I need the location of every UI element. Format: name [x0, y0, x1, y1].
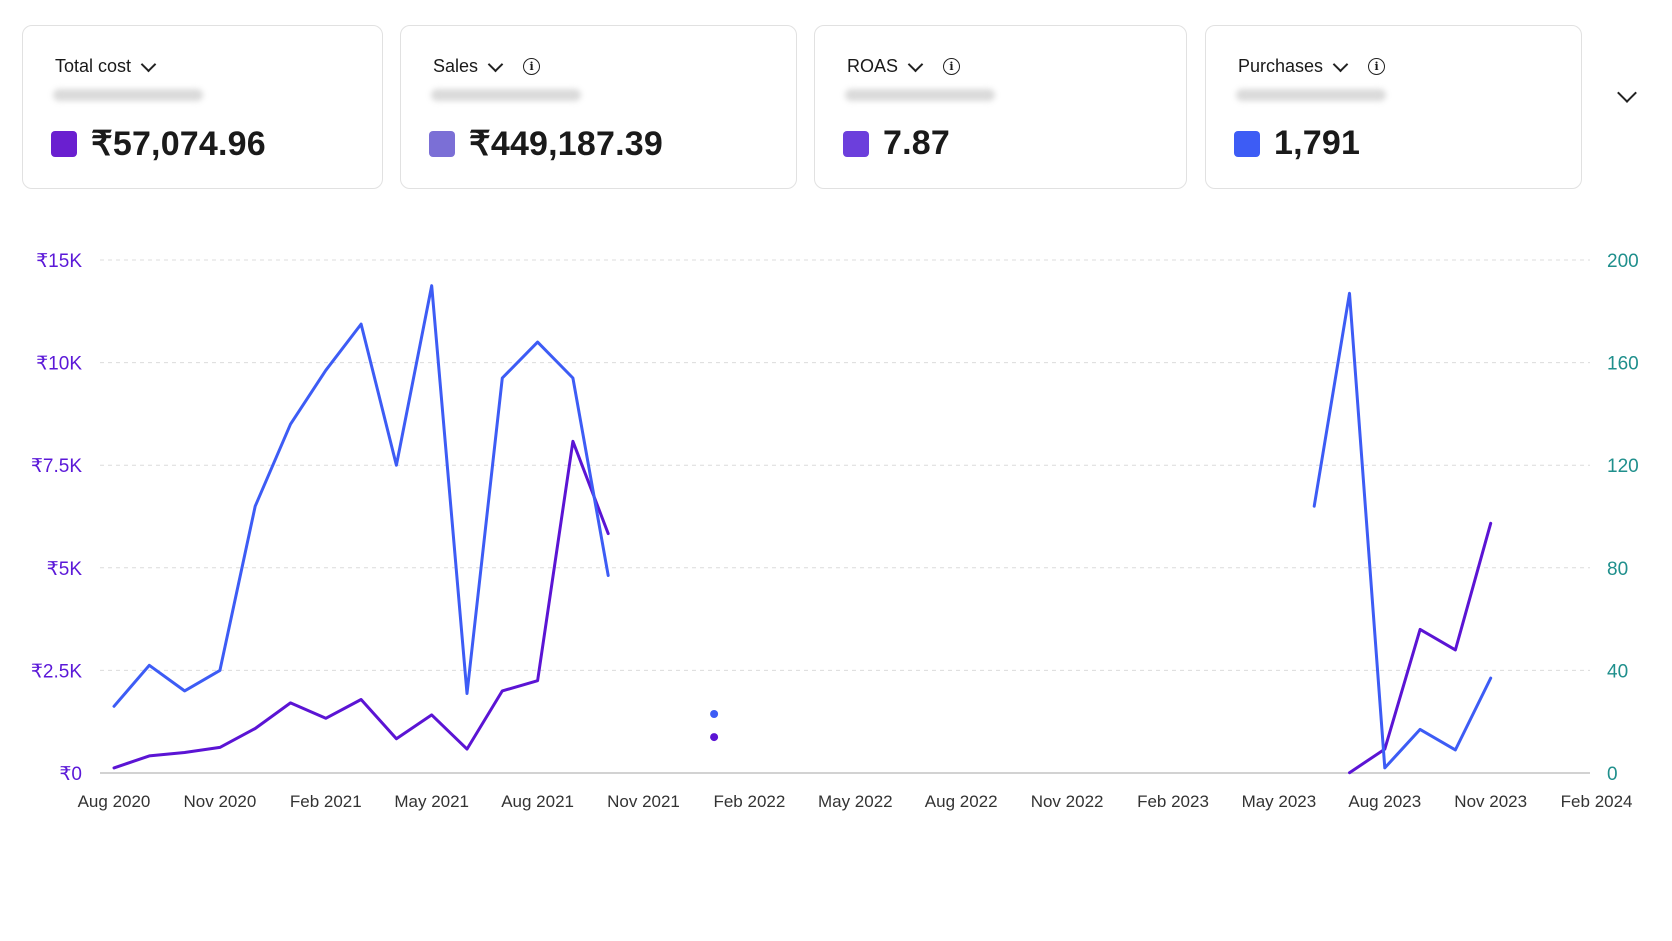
x-tick-label: Nov 2021	[607, 792, 680, 811]
x-tick-label: May 2023	[1242, 792, 1317, 811]
data-point	[710, 710, 719, 719]
y-right-tick-label: 200	[1607, 251, 1639, 272]
total-cost-line	[1348, 521, 1493, 775]
metric-label: Sales	[433, 56, 479, 76]
blurred-subtext	[845, 89, 995, 101]
y-right-tick-label: 160	[1607, 354, 1639, 375]
y-right-tick-label: 40	[1607, 661, 1628, 682]
kpi-card-roas[interactable]: ROAS i 7.87	[814, 25, 1187, 189]
x-tick-label: Aug 2020	[78, 792, 151, 811]
y-left-tick-label: ₹7.5K	[31, 456, 83, 477]
x-tick-label: Aug 2023	[1348, 792, 1421, 811]
kpi-card-sales[interactable]: Sales i ₹449,187.39	[400, 25, 797, 189]
metric-selector[interactable]: Total cost	[55, 56, 157, 77]
y-left-tick-label: ₹10K	[36, 354, 82, 375]
y-left-tick-label: ₹2.5K	[31, 661, 83, 682]
metric-selector[interactable]: ROAS i	[847, 56, 961, 77]
y-right-tick-label: 120	[1607, 456, 1639, 477]
x-tick-label: May 2021	[394, 792, 469, 811]
x-tick-label: Feb 2022	[713, 792, 785, 811]
blurred-subtext	[431, 89, 581, 101]
series-swatch[interactable]	[429, 131, 455, 157]
metric-value: 7.87	[883, 124, 950, 162]
metric-label: ROAS	[847, 56, 899, 76]
purchases-line	[1312, 291, 1493, 770]
blurred-subtext	[1236, 89, 1386, 101]
metric-selector[interactable]: Sales i	[433, 56, 541, 77]
series-swatch[interactable]	[843, 130, 869, 157]
kpi-card-purchases[interactable]: Purchases i 1,791	[1205, 25, 1582, 189]
y-left-tick-label: ₹0	[59, 764, 82, 785]
series-swatch[interactable]	[1234, 130, 1260, 157]
x-tick-label: Nov 2022	[1031, 792, 1104, 811]
y-left-tick-label: ₹5K	[47, 559, 83, 580]
blurred-subtext	[53, 89, 203, 101]
info-icon[interactable]: i	[523, 58, 541, 75]
metric-selector[interactable]: Purchases i	[1238, 56, 1386, 77]
x-tick-label: Nov 2020	[184, 792, 257, 811]
data-point	[710, 733, 719, 742]
x-tick-label: Feb 2021	[290, 792, 362, 811]
metric-value: 1,791	[1274, 124, 1361, 162]
x-tick-label: Feb 2024	[1561, 792, 1633, 811]
x-tick-label: Feb 2023	[1137, 792, 1209, 811]
y-right-tick-label: 0	[1607, 764, 1618, 785]
y-left-tick-label: ₹15K	[36, 251, 82, 272]
metric-value: ₹449,187.39	[469, 125, 663, 163]
y-right-tick-label: 80	[1607, 559, 1628, 580]
metric-label: Purchases	[1238, 56, 1324, 76]
x-tick-label: Aug 2022	[925, 792, 998, 811]
total-cost-line	[112, 439, 610, 770]
metric-value: ₹57,074.96	[91, 125, 266, 163]
metric-label: Total cost	[55, 56, 132, 76]
info-icon[interactable]: i	[1368, 58, 1386, 75]
kpi-card-total-cost[interactable]: Total cost ₹57,074.96	[22, 25, 383, 189]
x-tick-label: Nov 2023	[1454, 792, 1527, 811]
info-icon[interactable]: i	[943, 58, 961, 75]
x-tick-label: May 2022	[818, 792, 893, 811]
x-tick-label: Aug 2021	[501, 792, 574, 811]
purchases-line	[112, 284, 610, 708]
series-swatch[interactable]	[51, 131, 77, 157]
